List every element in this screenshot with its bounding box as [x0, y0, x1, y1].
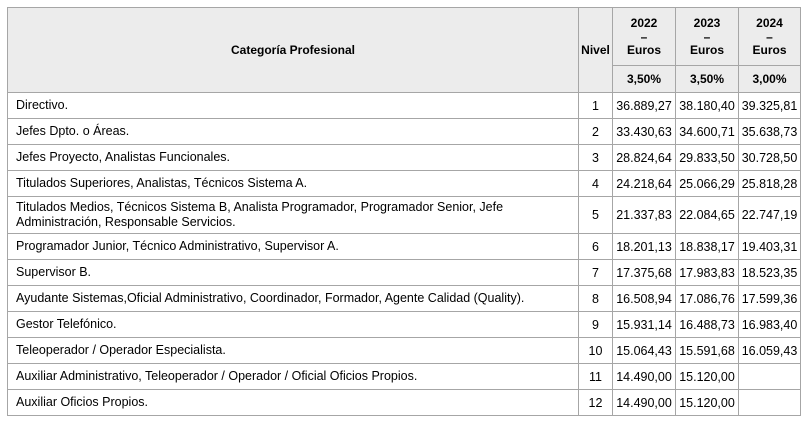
value-cell-2023: 25.066,29: [675, 170, 739, 197]
level-cell: 3: [578, 144, 613, 171]
category-cell: Directivo.: [7, 92, 579, 119]
table-row: Teleoperador / Operador Especialista. 10…: [7, 337, 801, 364]
value-cell-2022: 17.375,68: [612, 259, 676, 286]
unit-label: Euros: [626, 42, 661, 57]
value-cell-2023: 15.591,68: [675, 337, 739, 364]
page: Categoría Profesional Nivel 2022 – Euros…: [7, 7, 801, 416]
level-cell: 5: [578, 196, 613, 234]
value-cell-2024: 19.403,31: [738, 233, 801, 260]
value-cell-2024: 25.818,28: [738, 170, 801, 197]
table-row: Supervisor B. 7 17.375,68 17.983,83 18.5…: [7, 259, 801, 286]
value-cell-2022: 24.218,64: [612, 170, 676, 197]
value-cell-2023: 15.120,00: [675, 363, 739, 390]
value-cell-2024: [738, 363, 801, 390]
value-cell-2023: 17.983,83: [675, 259, 739, 286]
category-cell: Auxiliar Oficios Propios.: [7, 389, 579, 416]
category-cell: Titulados Medios, Técnicos Sistema B, An…: [7, 196, 579, 234]
value-cell-2022: 14.490,00: [612, 389, 676, 416]
value-cell-2023: 15.120,00: [675, 389, 739, 416]
value-cell-2022: 21.337,83: [612, 196, 676, 234]
year-label: 2024: [756, 15, 783, 30]
level-cell: 7: [578, 259, 613, 286]
level-cell: 1: [578, 92, 613, 119]
year-column-header-2022: 2022 – Euros: [612, 7, 676, 66]
value-cell-2024: 17.599,36: [738, 285, 801, 312]
unit-label: Euros: [752, 42, 787, 57]
dash: –: [703, 29, 711, 44]
table-row: Titulados Medios, Técnicos Sistema B, An…: [7, 196, 801, 234]
category-column-header: Categoría Profesional: [7, 7, 579, 93]
level-cell: 9: [578, 311, 613, 338]
category-cell: Titulados Superiores, Analistas, Técnico…: [7, 170, 579, 197]
table-row: Directivo. 1 36.889,27 38.180,40 39.325,…: [7, 92, 801, 119]
value-cell-2022: 28.824,64: [612, 144, 676, 171]
table-row: Auxiliar Administrativo, Teleoperador / …: [7, 363, 801, 390]
year-label: 2023: [693, 15, 721, 30]
table-row: Jefes Dpto. o Áreas. 2 33.430,63 34.600,…: [7, 118, 801, 145]
level-column-header: Nivel: [578, 7, 613, 93]
header-row-percent: 3,50% 3,50% 3,00%: [8, 65, 801, 93]
category-cell: Gestor Telefónico.: [7, 311, 579, 338]
value-cell-2023: 29.833,50: [675, 144, 739, 171]
value-cell-2022: 33.430,63: [612, 118, 676, 145]
percent-header-2022: 3,50%: [612, 65, 676, 93]
year-label: 2022: [630, 15, 658, 30]
table-row: Ayudante Sistemas,Oficial Administrativo…: [7, 285, 801, 312]
value-cell-2022: 15.064,43: [612, 337, 676, 364]
category-cell: Supervisor B.: [7, 259, 579, 286]
value-cell-2022: 15.931,14: [612, 311, 676, 338]
table-row: Programador Junior, Técnico Administrati…: [7, 233, 801, 260]
unit-label: Euros: [689, 42, 724, 57]
category-cell: Programador Junior, Técnico Administrati…: [7, 233, 579, 260]
level-cell: 2: [578, 118, 613, 145]
value-cell-2022: 14.490,00: [612, 363, 676, 390]
table-row: Titulados Superiores, Analistas, Técnico…: [7, 170, 801, 197]
value-cell-2022: 18.201,13: [612, 233, 676, 260]
value-cell-2024: 30.728,50: [738, 144, 801, 171]
salary-table: Categoría Profesional Nivel 2022 – Euros…: [7, 7, 801, 416]
category-cell: Ayudante Sistemas,Oficial Administrativo…: [7, 285, 579, 312]
dash: –: [766, 29, 773, 44]
table-body: Directivo. 1 36.889,27 38.180,40 39.325,…: [7, 92, 801, 416]
dash: –: [640, 29, 648, 44]
value-cell-2023: 16.488,73: [675, 311, 739, 338]
value-cell-2024: 22.747,19: [738, 196, 801, 234]
value-cell-2023: 18.838,17: [675, 233, 739, 260]
category-cell: Jefes Proyecto, Analistas Funcionales.: [7, 144, 579, 171]
table-row: Auxiliar Oficios Propios. 12 14.490,00 1…: [7, 389, 801, 416]
value-cell-2024: 16.059,43: [738, 337, 801, 364]
category-cell: Auxiliar Administrativo, Teleoperador / …: [7, 363, 579, 390]
year-column-header-2023: 2023 – Euros: [675, 7, 739, 66]
value-cell-2022: 16.508,94: [612, 285, 676, 312]
category-cell: Teleoperador / Operador Especialista.: [7, 337, 579, 364]
category-cell: Jefes Dpto. o Áreas.: [7, 118, 579, 145]
value-cell-2024: [738, 389, 801, 416]
value-cell-2024: 39.325,81: [738, 92, 801, 119]
value-cell-2023: 34.600,71: [675, 118, 739, 145]
level-cell: 4: [578, 170, 613, 197]
level-cell: 6: [578, 233, 613, 260]
header-row-main: Categoría Profesional Nivel 2022 – Euros…: [7, 7, 801, 93]
value-cell-2023: 22.084,65: [675, 196, 739, 234]
level-cell: 12: [578, 389, 613, 416]
year-column-header-2024: 2024 – Euros: [738, 7, 801, 66]
table-row: Jefes Proyecto, Analistas Funcionales. 3…: [7, 144, 801, 171]
value-cell-2024: 18.523,35: [738, 259, 801, 286]
table-header: Categoría Profesional Nivel 2022 – Euros…: [7, 7, 801, 93]
percent-header-2024: 3,00%: [738, 65, 801, 93]
table-row: Gestor Telefónico. 9 15.931,14 16.488,73…: [7, 311, 801, 338]
level-cell: 10: [578, 337, 613, 364]
value-cell-2024: 16.983,40: [738, 311, 801, 338]
level-cell: 11: [578, 363, 613, 390]
percent-header-2023: 3,50%: [675, 65, 739, 93]
value-cell-2024: 35.638,73: [738, 118, 801, 145]
level-cell: 8: [578, 285, 613, 312]
value-cell-2022: 36.889,27: [612, 92, 676, 119]
value-cell-2023: 38.180,40: [675, 92, 739, 119]
value-cell-2023: 17.086,76: [675, 285, 739, 312]
